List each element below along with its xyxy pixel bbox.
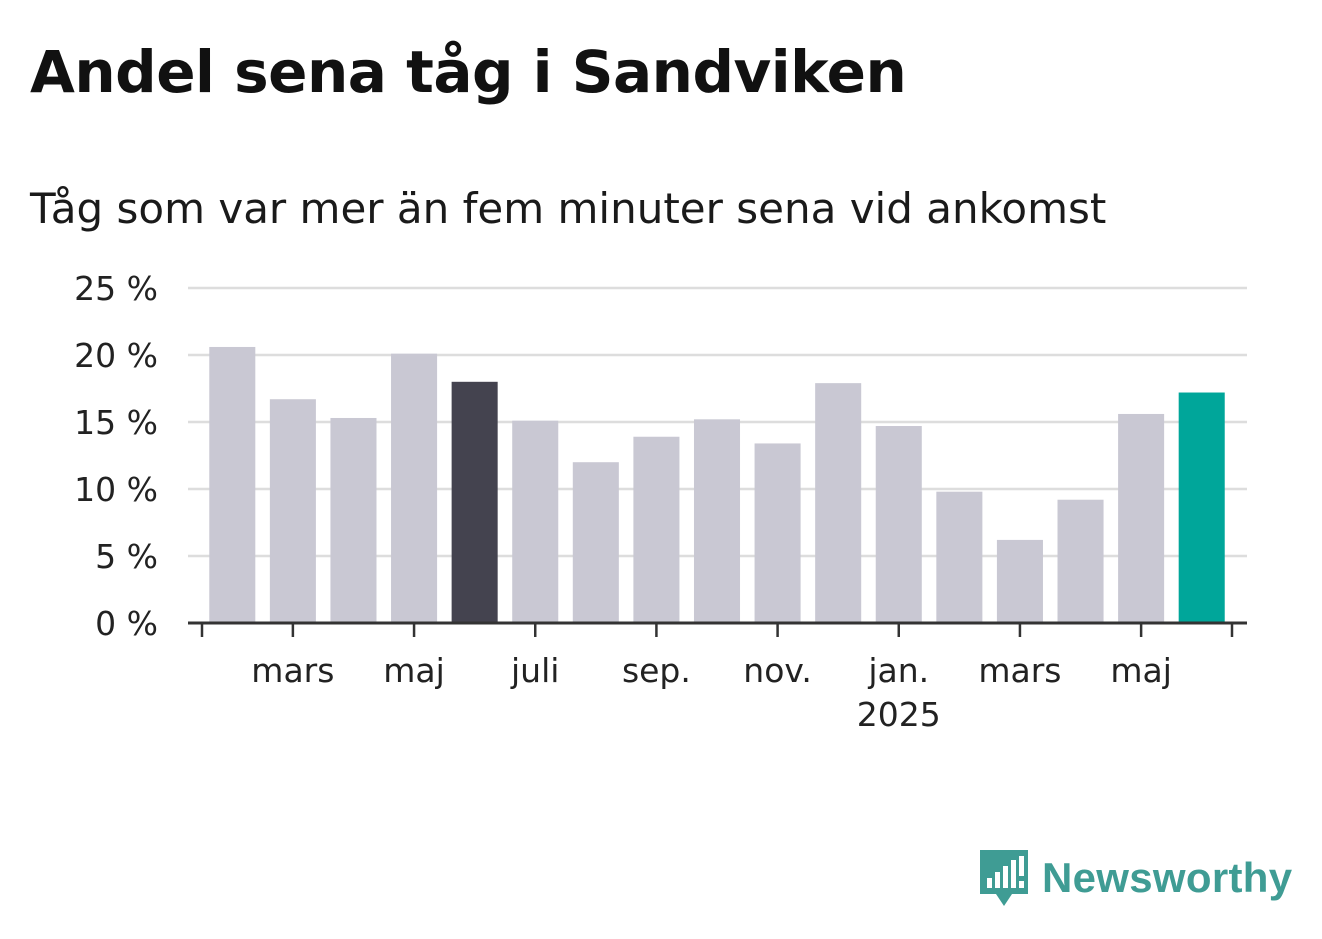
- chart-subtitle: Tåg som var mer än fem minuter sena vid …: [30, 184, 1107, 233]
- bar: [1057, 499, 1104, 623]
- x-tick-label: nov.: [743, 651, 812, 690]
- x-tick-label: mars: [978, 651, 1061, 690]
- bar-chart-speech-bubble-icon: [980, 850, 1028, 906]
- x-tick-label: sep.: [622, 651, 691, 690]
- y-tick-label: 0 %: [95, 604, 158, 643]
- bar: [633, 436, 680, 623]
- newsworthy-logo: Newsworthy: [980, 848, 1292, 908]
- y-tick-label: 20 %: [74, 336, 158, 375]
- bar: [1118, 413, 1165, 623]
- y-tick-label: 15 %: [74, 403, 158, 442]
- bar: [209, 346, 256, 623]
- x-tick-year-label: 2025: [857, 695, 941, 734]
- bar: [269, 399, 316, 623]
- y-tick-label: 5 %: [95, 537, 158, 576]
- bar: [936, 491, 983, 623]
- bar: [1178, 392, 1225, 623]
- bar: [693, 419, 741, 623]
- bar: [996, 539, 1043, 623]
- x-tick-label: maj: [1110, 651, 1172, 690]
- chart-title: Andel sena tåg i Sandviken: [30, 38, 907, 106]
- bar: [330, 417, 377, 623]
- bar: [391, 353, 438, 623]
- bar: [754, 443, 801, 623]
- bar: [572, 462, 619, 623]
- bar: [875, 426, 922, 623]
- y-tick-label: 25 %: [74, 269, 158, 308]
- bar: [815, 383, 862, 623]
- bar: [512, 420, 559, 623]
- bar: [451, 381, 498, 623]
- x-tick-label: maj: [383, 651, 445, 690]
- y-tick-label: 10 %: [74, 470, 158, 509]
- x-tick-label: mars: [251, 651, 334, 690]
- x-tick-label: jan.: [867, 651, 929, 690]
- brand-name: Newsworthy: [1042, 854, 1293, 901]
- x-tick-label: juli: [510, 651, 559, 690]
